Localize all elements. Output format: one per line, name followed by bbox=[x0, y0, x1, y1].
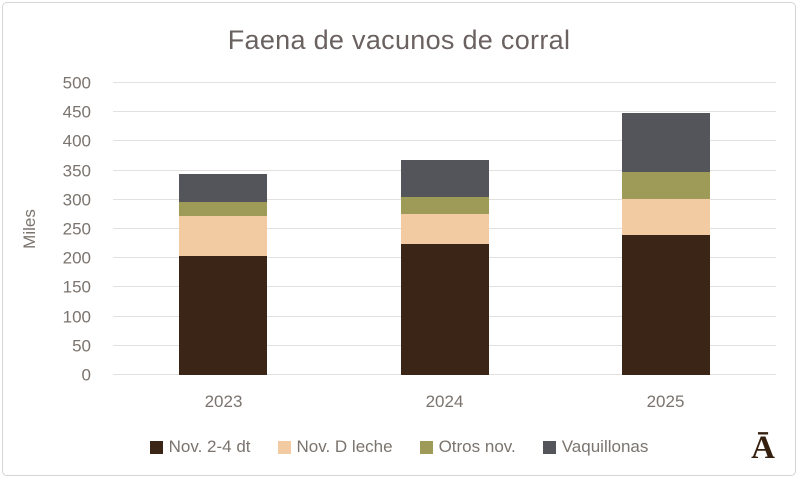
y-axis-tick-label: 400 bbox=[62, 131, 91, 151]
y-axis-tick-label: 200 bbox=[62, 248, 91, 268]
gridline-400 bbox=[113, 140, 776, 142]
bar-segment-2023-nov-d-leche bbox=[179, 215, 268, 257]
legend-swatch-vaquillonas bbox=[542, 440, 556, 454]
y-axis-tick-label: 500 bbox=[62, 73, 91, 93]
legend-label: Nov. 2-4 dt bbox=[168, 437, 251, 456]
bar-segment-2025-nov-2-4-dt bbox=[621, 235, 710, 375]
legend-item-vaquillonas: Vaquillonas bbox=[542, 437, 649, 457]
y-axis-tick-label: 350 bbox=[62, 161, 91, 181]
bar-segment-2024-otros-nov bbox=[400, 196, 489, 215]
plot-area bbox=[113, 82, 776, 375]
x-axis-label-2023: 2023 bbox=[204, 392, 243, 411]
bar-2025 bbox=[621, 112, 710, 375]
bar-2024 bbox=[400, 160, 489, 375]
x-axis-label-2024: 2024 bbox=[425, 392, 464, 411]
legend-label: Otros nov. bbox=[438, 437, 516, 456]
y-axis-tick-label: 50 bbox=[72, 336, 91, 356]
bar-2023 bbox=[179, 173, 268, 375]
y-axis-tick-label: 0 bbox=[81, 365, 91, 385]
chart-figure: Faena de vacunos de corral Miles 0 50 100 1… bbox=[2, 2, 796, 476]
x-axis-labels: 2023 2024 2025 bbox=[113, 393, 776, 413]
y-axis-tick-label: 150 bbox=[62, 277, 91, 297]
legend-item-nov-2-4-dt: Nov. 2-4 dt bbox=[149, 437, 251, 457]
legend-swatch-nov-2-4-dt bbox=[149, 440, 163, 454]
legend-item-nov-d-leche: Nov. D leche bbox=[277, 437, 393, 457]
chart-title: Faena de vacunos de corral bbox=[227, 25, 571, 55]
x-axis-label-2025: 2025 bbox=[646, 392, 685, 411]
bar-segment-2025-vaquillonas bbox=[621, 112, 710, 172]
y-axis-tick-label: 100 bbox=[62, 307, 91, 327]
legend: Nov. 2-4 dt Nov. D leche Otros nov. Vaquill… bbox=[3, 437, 795, 457]
y-axis-tick-label: 300 bbox=[62, 190, 91, 210]
y-axis-tick-label: 450 bbox=[62, 102, 91, 122]
brand-logo: Ā bbox=[751, 430, 775, 466]
legend-label: Nov. D leche bbox=[296, 437, 393, 456]
bar-segment-2023-vaquillonas bbox=[179, 173, 268, 203]
bar-segment-2024-nov-d-leche bbox=[400, 214, 489, 244]
legend-swatch-nov-d-leche bbox=[277, 440, 291, 454]
legend-item-otros-nov: Otros nov. bbox=[419, 437, 516, 457]
legend-swatch-otros-nov bbox=[419, 440, 433, 454]
bar-segment-2025-otros-nov bbox=[621, 171, 710, 199]
bar-segment-2023-otros-nov bbox=[179, 202, 268, 216]
y-axis-tick-label: 250 bbox=[62, 219, 91, 239]
y-axis-ticks: 0 50 100 150 200 250 300 350 400 450 500 bbox=[3, 75, 99, 384]
bar-segment-2025-nov-d-leche bbox=[621, 198, 710, 236]
legend-label: Vaquillonas bbox=[561, 437, 649, 456]
gridline-500 bbox=[113, 82, 776, 83]
bar-segment-2023-nov-2-4-dt bbox=[179, 256, 268, 375]
bar-segment-2024-vaquillonas bbox=[400, 160, 489, 197]
gridline-450 bbox=[113, 111, 776, 113]
bar-segment-2024-nov-2-4-dt bbox=[400, 243, 489, 375]
